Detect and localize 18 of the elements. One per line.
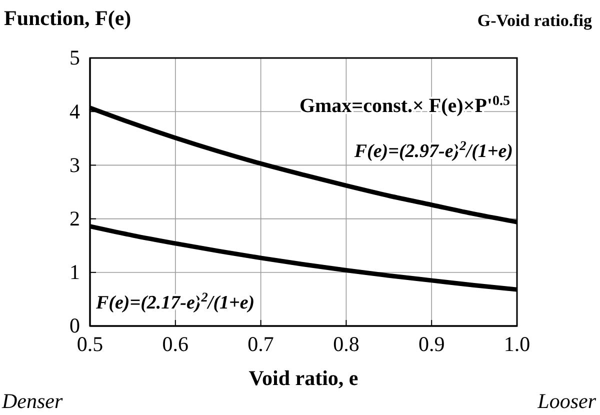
y-tick-label: 4 [70,99,80,124]
text: G-Void ratio.fig [477,11,592,30]
text: Denser [1,389,64,413]
y-tick-label: 5 [70,46,80,70]
x-tick-label: 0.7 [248,332,274,356]
y-tick-label: 3 [70,152,80,177]
annotation: Gmax=const.× F(e)×P'$^{0.5}$ [299,94,510,117]
x-tick-label: 0.8 [333,332,360,356]
y-tick-label: 2 [70,206,80,231]
x-tick-label: 0.9 [418,332,445,356]
x-tick-label: 0.6 [162,332,189,356]
y-tick-label: 1 [70,260,80,284]
series-label: F(e)=(2.97-e)$^{2}$/(1+e) [353,138,513,162]
x-tick-label: 1.0 [504,332,530,356]
text: Looser [536,389,597,413]
series-label: F(e)=(2.17-e)$^{2}$/(1+e) [95,288,255,314]
y-axis-title: Function, F(e) [4,6,132,30]
x-axis-title: Void ratio, e [248,366,358,390]
